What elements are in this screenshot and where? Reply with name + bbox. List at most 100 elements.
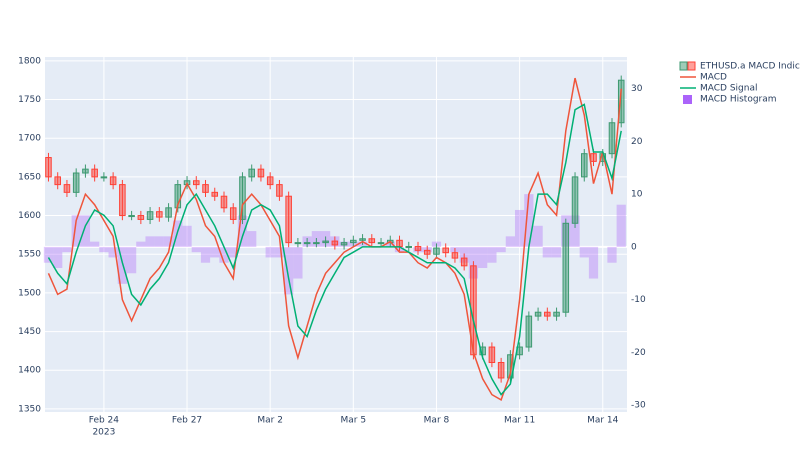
candle-body <box>442 247 449 254</box>
histogram-bar <box>478 246 488 268</box>
candle-body <box>534 311 542 317</box>
macd-line <box>47 77 622 401</box>
candle-body <box>202 184 209 193</box>
legend-label[interactable]: MACD <box>700 73 727 83</box>
candle-body <box>581 153 588 178</box>
candle-body <box>497 362 505 379</box>
y2-tick-label: -20 <box>631 348 646 358</box>
candle-body <box>405 245 413 248</box>
histogram-bar <box>210 246 220 258</box>
candle-body <box>377 242 385 245</box>
candle-body <box>211 191 219 197</box>
candle-body <box>617 79 625 124</box>
histogram-bar <box>607 246 617 263</box>
legend-label[interactable]: MACD Signal <box>700 84 758 94</box>
histogram-bar <box>570 215 580 247</box>
candle-body <box>156 211 163 218</box>
candle-body <box>128 215 135 218</box>
candle-body <box>322 240 329 244</box>
candle-body <box>82 168 89 174</box>
candle-body <box>248 168 255 178</box>
candle-body <box>396 239 403 247</box>
histogram-bar <box>163 236 174 247</box>
x-tick-label: Mar 5 <box>341 416 367 426</box>
candle-body <box>350 239 357 244</box>
candle-body <box>423 249 431 255</box>
candle-body <box>340 242 348 246</box>
candle-body <box>257 168 265 178</box>
plot-area <box>45 57 627 412</box>
histogram-bar <box>274 246 285 258</box>
candle-body <box>590 153 597 162</box>
candle-body <box>229 207 237 220</box>
histogram-bar <box>154 236 164 247</box>
candle-body <box>294 242 302 245</box>
y2-tick-label: 10 <box>631 190 643 200</box>
histogram-bar <box>200 246 211 263</box>
candle-body <box>146 211 154 220</box>
x-tick-label: Feb 27 <box>172 416 202 426</box>
histogram-bar <box>126 246 137 274</box>
legend-swatch[interactable] <box>679 61 688 71</box>
histogram-bar <box>588 246 599 279</box>
histogram-bar <box>90 241 100 247</box>
histogram-bar <box>43 246 54 263</box>
candle-body <box>193 180 200 186</box>
x-tick-label: Mar 14 <box>587 416 619 426</box>
y-tick-label: 1700 <box>18 134 41 144</box>
candle-body <box>100 176 108 179</box>
candle-body <box>220 195 228 209</box>
candle-body <box>165 207 172 218</box>
candle-body <box>359 238 366 241</box>
y2-tick-label: -10 <box>631 295 646 305</box>
y-tick-label: 1750 <box>18 95 41 105</box>
histogram-bar <box>145 236 155 247</box>
y-tick-label: 1650 <box>18 172 41 182</box>
candle-body <box>303 242 311 245</box>
histogram-bar <box>247 231 257 247</box>
candle-body <box>488 346 496 364</box>
legend-swatch[interactable] <box>687 61 696 71</box>
candle-body <box>285 195 292 244</box>
candle-body <box>571 176 579 224</box>
histogram-bar <box>616 204 626 247</box>
histogram-bar <box>551 246 562 258</box>
x-tick-label: Feb 24 <box>89 416 120 426</box>
histogram-bar <box>284 246 294 295</box>
x-tick-label: Mar 11 <box>504 416 535 426</box>
histogram-bar <box>71 215 81 247</box>
x-tick-label: Mar 8 <box>424 416 450 426</box>
y2-tick-label: 20 <box>631 137 643 147</box>
y-tick-label: 1400 <box>18 366 41 376</box>
candle-body <box>239 176 246 220</box>
macd-line <box>47 103 622 396</box>
x-year-label: 2023 <box>92 428 115 438</box>
histogram-bar <box>62 246 72 253</box>
histogram-bar <box>228 246 238 258</box>
histogram-bar <box>136 241 146 247</box>
candle-body <box>72 172 80 193</box>
legend-swatch[interactable] <box>683 95 692 104</box>
candle-body <box>45 157 52 178</box>
histogram-bar <box>237 215 248 247</box>
y-tick-label: 1500 <box>18 288 41 298</box>
legend-label[interactable]: MACD Histogram <box>700 95 777 105</box>
candle-body <box>63 184 71 193</box>
histogram-bar <box>579 246 589 258</box>
candle-body <box>460 257 468 267</box>
candle-body <box>562 222 570 313</box>
candle-body <box>414 245 422 251</box>
candle-body <box>266 176 274 186</box>
candle-body <box>433 247 440 255</box>
legend-label[interactable]: ETHUSD.a MACD Indicator <box>700 62 800 72</box>
candle-body <box>54 176 61 186</box>
candle-body <box>525 315 533 348</box>
y-tick-label: 1550 <box>18 250 41 260</box>
candle-body <box>119 184 126 217</box>
candle-body <box>368 238 376 244</box>
histogram-bar <box>514 209 525 247</box>
y2-tick-label: 0 <box>631 242 637 252</box>
histogram-bar <box>496 246 506 253</box>
